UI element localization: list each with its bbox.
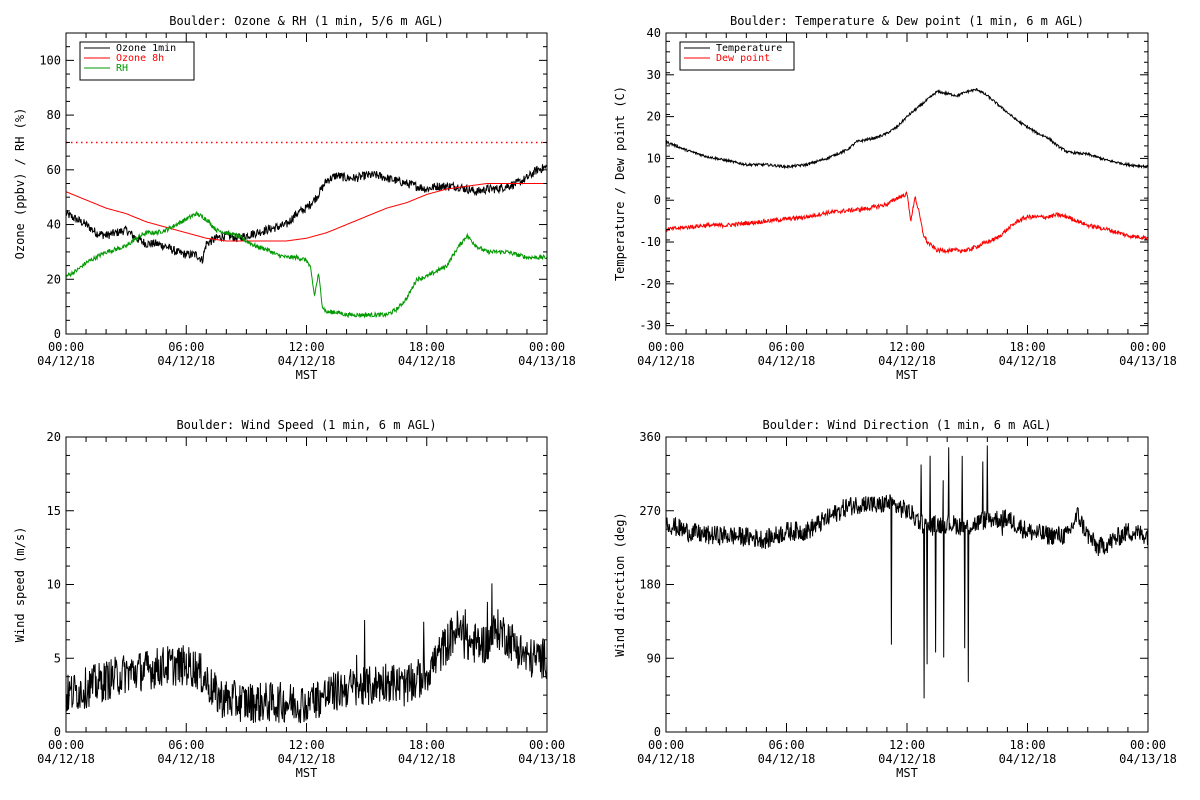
x-tick-label-date: 04/12/18 <box>878 752 936 766</box>
legend-label: RH <box>116 63 128 74</box>
chart-panel-1: Boulder: Ozone & RH (1 min, 5/6 m AGL) 0 2… <box>13 14 576 382</box>
x-tick-label-date: 04/12/18 <box>637 354 695 368</box>
y-tick-label: 10 <box>47 578 61 592</box>
y-tick-label: 90 <box>647 651 661 665</box>
series-line-dew-point <box>665 191 1149 255</box>
x-tick-label-time: 00:00 <box>529 340 565 354</box>
x-tick-label-date: 04/12/18 <box>157 752 215 766</box>
x-tick-label-time: 00:00 <box>1130 340 1166 354</box>
y-tick-label: 0 <box>54 327 61 341</box>
legend-label: Temperature <box>716 43 782 54</box>
x-tick-label-date: 04/13/18 <box>1119 354 1177 368</box>
x-tick-label-time: 18:00 <box>409 340 445 354</box>
y-tick-label: -20 <box>639 277 661 291</box>
series-line-data <box>665 445 1149 699</box>
y-tick-label: 5 <box>54 651 61 665</box>
chart-title: Boulder: Wind Speed (1 min, 6 m AGL) <box>176 418 436 432</box>
x-axis-label: MST <box>896 766 918 780</box>
x-axis-label: MST <box>896 368 918 382</box>
chart-title: Boulder: Temperature & Dew point (1 min,… <box>730 14 1084 28</box>
y-axis-label: Wind direction (deg) <box>613 512 627 657</box>
y-axis-label: Ozone (ppbv) / RH (%) <box>13 108 27 260</box>
x-tick-label-time: 12:00 <box>889 340 925 354</box>
y-tick-label: 360 <box>639 430 661 444</box>
x-tick-label-time: 12:00 <box>288 340 324 354</box>
x-tick-label-time: 12:00 <box>288 738 324 752</box>
chart-panel-2: Boulder: Temperature & Dew point (1 min,… <box>613 14 1177 382</box>
legend-label: Dew point <box>716 53 770 64</box>
y-tick-label: 270 <box>639 504 661 518</box>
x-tick-label-date: 04/12/18 <box>37 354 95 368</box>
plot-frame <box>665 32 1149 335</box>
x-tick-label-date: 04/13/18 <box>1119 752 1177 766</box>
x-tick-label-date: 04/12/18 <box>278 752 336 766</box>
y-tick-label: 10 <box>647 151 661 165</box>
x-tick-label-time: 06:00 <box>168 340 204 354</box>
x-tick-label-time: 00:00 <box>48 738 84 752</box>
x-tick-label-date: 04/12/18 <box>637 752 695 766</box>
y-tick-label: 0 <box>654 725 661 739</box>
x-tick-label-time: 00:00 <box>1130 738 1166 752</box>
y-tick-label: 80 <box>47 108 61 122</box>
y-tick-label: 20 <box>47 272 61 286</box>
x-tick-label-time: 00:00 <box>648 738 684 752</box>
x-tick-label-time: 06:00 <box>168 738 204 752</box>
y-tick-label: 60 <box>47 163 61 177</box>
y-tick-label: 20 <box>47 430 61 444</box>
y-tick-label: 15 <box>47 504 61 518</box>
y-tick-label: 20 <box>647 110 661 124</box>
y-tick-label: 0 <box>54 725 61 739</box>
series-line-ozone-1min <box>65 164 548 265</box>
x-tick-label-date: 04/12/18 <box>758 752 816 766</box>
series-line-ozone-8h <box>65 183 547 242</box>
x-tick-label-time: 18:00 <box>409 738 445 752</box>
y-axis-label: Temperature / Dew point (C) <box>613 86 627 281</box>
y-tick-label: 30 <box>647 68 661 82</box>
legend <box>679 41 795 71</box>
series-line-rh <box>65 211 548 319</box>
x-tick-label-date: 04/12/18 <box>999 752 1057 766</box>
x-tick-label-date: 04/12/18 <box>999 354 1057 368</box>
series-line-data <box>65 583 548 724</box>
y-tick-label: 0 <box>654 193 661 207</box>
chart-title: Boulder: Wind Direction (1 min, 6 m AGL) <box>763 418 1052 432</box>
x-tick-label-date: 04/13/18 <box>518 354 576 368</box>
x-tick-label-date: 04/12/18 <box>398 752 456 766</box>
x-tick-label-time: 00:00 <box>529 738 565 752</box>
x-tick-label-date: 04/12/18 <box>278 354 336 368</box>
x-tick-label-time: 12:00 <box>889 738 925 752</box>
x-tick-label-time: 06:00 <box>768 340 804 354</box>
x-tick-label-time: 00:00 <box>648 340 684 354</box>
x-tick-label-time: 00:00 <box>48 340 84 354</box>
x-tick-label-date: 04/12/18 <box>758 354 816 368</box>
x-tick-label-time: 18:00 <box>1009 340 1045 354</box>
x-tick-label-time: 06:00 <box>768 738 804 752</box>
plot-frame <box>665 436 1149 733</box>
x-tick-label-date: 04/12/18 <box>878 354 936 368</box>
y-tick-label: -10 <box>639 235 661 249</box>
y-tick-label: 100 <box>39 53 61 67</box>
y-axis-label: Wind speed (m/s) <box>13 527 27 643</box>
legend-label: Ozone 8h <box>116 53 164 64</box>
x-axis-label: MST <box>296 368 318 382</box>
chart-panel-3: Boulder: Wind Speed (1 min, 6 m AGL) 0 5 10… <box>13 418 576 780</box>
y-tick-label: -30 <box>639 319 661 333</box>
y-tick-label: 40 <box>47 218 61 232</box>
chart-panel-4: Boulder: Wind Direction (1 min, 6 m AGL)… <box>613 418 1177 780</box>
plot-frame <box>65 436 548 733</box>
x-tick-label-date: 04/12/18 <box>37 752 95 766</box>
x-tick-label-date: 04/12/18 <box>398 354 456 368</box>
x-tick-label-time: 18:00 <box>1009 738 1045 752</box>
series-line-temperature <box>665 87 1149 170</box>
legend-label: Ozone 1min <box>116 43 176 54</box>
x-axis-label: MST <box>296 766 318 780</box>
y-tick-label: 40 <box>647 26 661 40</box>
chart-title: Boulder: Ozone & RH (1 min, 5/6 m AGL) <box>169 14 444 28</box>
x-tick-label-date: 04/13/18 <box>518 752 576 766</box>
y-tick-label: 180 <box>639 578 661 592</box>
x-tick-label-date: 04/12/18 <box>157 354 215 368</box>
